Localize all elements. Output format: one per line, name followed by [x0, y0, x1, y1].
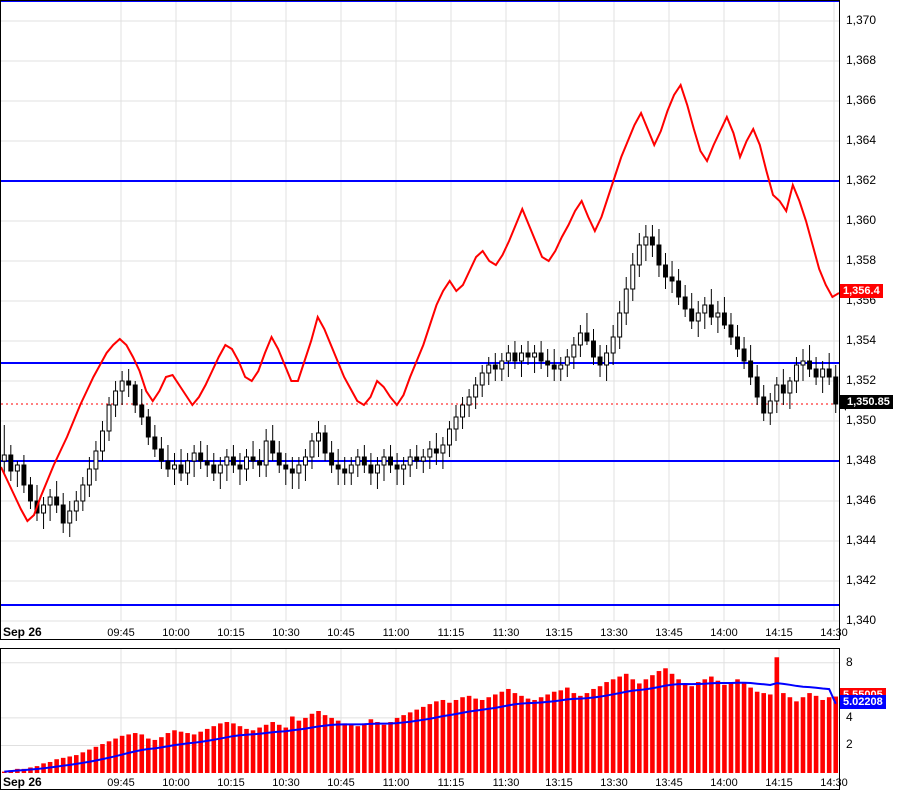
- lower-x-tick-label: 10:45: [327, 777, 355, 789]
- x-tick-label: 11:30: [493, 627, 520, 639]
- main-price-chart[interactable]: Sep 26 09:45 10:00 10:15 10:30 10:45 11:00 11:…: [0, 0, 840, 640]
- y-tick-label: 1,352: [846, 373, 876, 387]
- lower-x-tick-label: 09:45: [107, 777, 135, 789]
- y-tick-label: 1,362: [846, 173, 876, 187]
- y-tick-label: 1,354: [846, 333, 876, 347]
- lower-x-tick-label: 11:15: [438, 777, 465, 789]
- lower-x-tick-label: 11:00: [383, 777, 410, 789]
- lower-blue-label: 5.02208: [840, 695, 886, 709]
- y-tick-label: 1,346: [846, 493, 876, 507]
- lower-y-tick-label: 8: [846, 655, 853, 669]
- lower-x-tick-label: 13:15: [545, 777, 573, 789]
- lower-y-axis: 248 5.55005 5.02208: [840, 648, 900, 790]
- black-price-label: 1,350.85: [840, 395, 893, 409]
- y-tick-label: 1,348: [846, 453, 876, 467]
- lower-x-axis: Sep 26 09:45 10:00 10:15 10:30 10:45 11:00 11:…: [1, 773, 841, 791]
- y-tick-label: 1,368: [846, 53, 876, 67]
- main-chart-svg: [1, 1, 839, 639]
- lower-y-tick-label: 2: [846, 737, 853, 751]
- y-tick-label: 1,366: [846, 93, 876, 107]
- lower-y-tick-label: 4: [846, 710, 853, 724]
- lower-x-date-label: Sep 26: [3, 775, 42, 789]
- x-tick-label: 11:15: [438, 627, 465, 639]
- lower-x-tick-label: 14:00: [710, 777, 738, 789]
- x-date-label: Sep 26: [3, 625, 42, 639]
- volume-indicator-chart[interactable]: Sep 26 09:45 10:00 10:15 10:30 10:45 11:00 11:…: [0, 648, 840, 790]
- x-tick-label: 10:45: [327, 627, 355, 639]
- lower-x-tick-label: 10:15: [217, 777, 245, 789]
- x-tick-label: 13:45: [655, 627, 683, 639]
- y-tick-label: 1,370: [846, 13, 876, 27]
- lower-x-tick-label: 13:30: [600, 777, 628, 789]
- y-tick-label: 1,342: [846, 573, 876, 587]
- main-y-axis: 1,340 1,342 1,344 1,346 1,348 1,350 1,352 1,354…: [840, 0, 900, 640]
- x-tick-label: 13:30: [600, 627, 628, 639]
- lower-x-tick-label: 13:45: [655, 777, 683, 789]
- y-tick-label: 1,358: [846, 253, 876, 267]
- x-tick-label: 09:45: [107, 627, 135, 639]
- chart-container: Sep 26 09:45 10:00 10:15 10:30 10:45 11:00 11:…: [0, 0, 900, 807]
- x-tick-label: 10:30: [272, 627, 300, 639]
- x-tick-label: 10:15: [217, 627, 245, 639]
- main-x-axis: Sep 26 09:45 10:00 10:15 10:30 10:45 11:00 11:…: [1, 623, 841, 641]
- red-price-label: 1,356.4: [840, 284, 883, 298]
- lower-x-tick-label: 10:00: [162, 777, 190, 789]
- lower-x-tick-label: 14:15: [765, 777, 793, 789]
- lower-x-tick-label: 10:30: [272, 777, 300, 789]
- x-tick-label: 14:15: [765, 627, 793, 639]
- x-tick-label: 10:00: [162, 627, 190, 639]
- y-tick-label: 1,350: [846, 413, 876, 427]
- x-tick-label: 11:00: [383, 627, 410, 639]
- y-tick-label: 1,340: [846, 613, 876, 627]
- x-tick-label: 14:00: [710, 627, 738, 639]
- x-tick-label: 13:15: [545, 627, 573, 639]
- lower-chart-svg: [1, 649, 839, 789]
- y-tick-label: 1,364: [846, 133, 876, 147]
- y-tick-label: 1,344: [846, 533, 876, 547]
- lower-x-tick-label: 11:30: [493, 777, 520, 789]
- y-tick-label: 1,360: [846, 213, 876, 227]
